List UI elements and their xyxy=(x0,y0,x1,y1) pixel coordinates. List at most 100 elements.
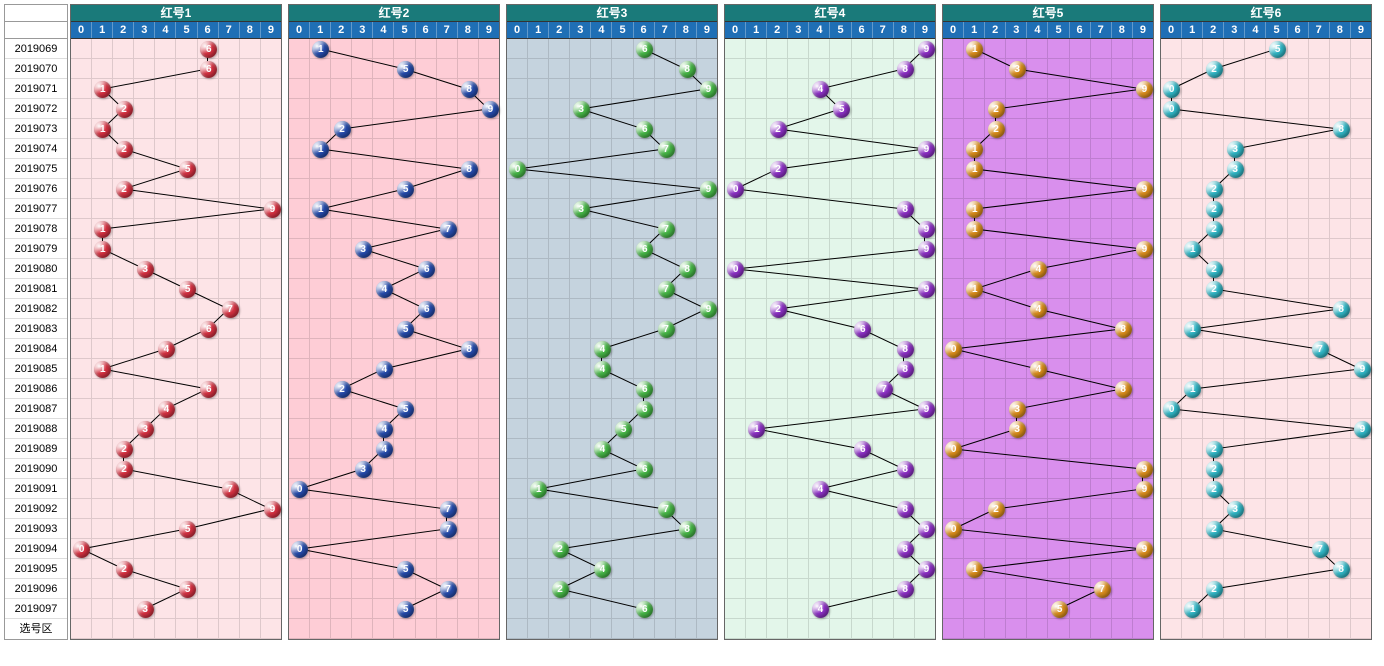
period-label: 2019080 xyxy=(5,259,67,279)
period-label: 2019069 xyxy=(5,39,67,59)
trend-lines xyxy=(289,39,499,639)
panel: 红号40123456789984529208990926887916848989… xyxy=(724,4,936,640)
header-cell: 6 xyxy=(416,22,437,38)
panel-title: 红号2 xyxy=(289,5,499,22)
trend-lines xyxy=(71,39,281,639)
period-label: 2019071 xyxy=(5,79,67,99)
header-cell: 1 xyxy=(92,22,113,38)
panel: 红号60123456789520083322212281791092223278… xyxy=(1160,4,1372,640)
header-cell: 0 xyxy=(1161,22,1182,38)
header-cell: 6 xyxy=(1070,22,1091,38)
trend-lines xyxy=(943,39,1153,639)
trend-lines xyxy=(507,39,717,639)
grid-area: 98452920899092688791684898984 xyxy=(725,39,935,639)
chart-root: 2019069201907020190712019072201907320190… xyxy=(4,4,1380,640)
header-cell: 6 xyxy=(634,22,655,38)
trend-lines xyxy=(1161,39,1371,639)
trend-lines xyxy=(725,39,935,639)
header-cell: 9 xyxy=(1133,22,1153,38)
period-label: 2019095 xyxy=(5,559,67,579)
header-cell: 7 xyxy=(873,22,894,38)
period-label: 2019097 xyxy=(5,599,67,619)
header-cell: 5 xyxy=(1266,22,1287,38)
period-header-spacer xyxy=(5,22,67,39)
header-cell: 7 xyxy=(219,22,240,38)
period-label: 2019093 xyxy=(5,519,67,539)
grid-area: 68936709376879744665461782426 xyxy=(507,39,717,639)
period-label: 2019079 xyxy=(5,239,67,259)
header-cell: 4 xyxy=(591,22,612,38)
header-cell: 6 xyxy=(1288,22,1309,38)
panel-title: 红号3 xyxy=(507,5,717,22)
period-label: 2019083 xyxy=(5,319,67,339)
period-label: 2019096 xyxy=(5,579,67,599)
header-cell: 8 xyxy=(676,22,697,38)
header-cell: 5 xyxy=(1048,22,1069,38)
period-label: 2019082 xyxy=(5,299,67,319)
header-cell: 5 xyxy=(830,22,851,38)
header-cell: 9 xyxy=(1351,22,1371,38)
header-cell: 4 xyxy=(155,22,176,38)
panel-header: 0123456789 xyxy=(71,22,281,39)
period-label: 2019094 xyxy=(5,539,67,559)
period-column: 2019069201907020190712019072201907320190… xyxy=(4,4,68,640)
header-cell: 2 xyxy=(331,22,352,38)
header-cell: 0 xyxy=(725,22,746,38)
period-label: 2019077 xyxy=(5,199,67,219)
period-title-spacer xyxy=(5,5,67,22)
header-cell: 4 xyxy=(1027,22,1048,38)
period-label: 2019084 xyxy=(5,339,67,359)
header-cell: 1 xyxy=(1182,22,1203,38)
period-label: 2019087 xyxy=(5,399,67,419)
header-cell: 8 xyxy=(240,22,261,38)
header-cell: 4 xyxy=(373,22,394,38)
header-cell: 5 xyxy=(394,22,415,38)
header-cell: 1 xyxy=(528,22,549,38)
footer-label: 选号区 xyxy=(5,619,67,639)
header-cell: 8 xyxy=(1330,22,1351,38)
panel-header: 0123456789 xyxy=(725,22,935,39)
grid-area: 66121252911357641643227950253 xyxy=(71,39,281,639)
period-label: 2019085 xyxy=(5,359,67,379)
header-cell: 3 xyxy=(1224,22,1245,38)
header-cell: 6 xyxy=(852,22,873,38)
header-cell: 3 xyxy=(788,22,809,38)
panels-container: 红号10123456789661212529113576416432279502… xyxy=(70,4,1372,640)
period-label: 2019075 xyxy=(5,159,67,179)
header-cell: 2 xyxy=(113,22,134,38)
header-cell: 5 xyxy=(612,22,633,38)
header-cell: 6 xyxy=(198,22,219,38)
header-cell: 9 xyxy=(479,22,499,38)
header-cell: 2 xyxy=(1203,22,1224,38)
grid-area: 15892185173646584254430770575 xyxy=(289,39,499,639)
panel: 红号50123456789139221191194148048330992091… xyxy=(942,4,1154,640)
period-label: 2019092 xyxy=(5,499,67,519)
header-cell: 5 xyxy=(176,22,197,38)
header-cell: 2 xyxy=(767,22,788,38)
header-cell: 4 xyxy=(1245,22,1266,38)
panel-title: 红号5 xyxy=(943,5,1153,22)
panel-header: 0123456789 xyxy=(1161,22,1371,39)
header-cell: 3 xyxy=(570,22,591,38)
grid-area: 52008332221228179109222327821 xyxy=(1161,39,1371,639)
header-cell: 0 xyxy=(943,22,964,38)
header-cell: 8 xyxy=(1112,22,1133,38)
header-cell: 1 xyxy=(310,22,331,38)
period-label: 2019072 xyxy=(5,99,67,119)
period-label: 2019074 xyxy=(5,139,67,159)
header-cell: 4 xyxy=(809,22,830,38)
header-cell: 7 xyxy=(1091,22,1112,38)
panel-title: 红号6 xyxy=(1161,5,1371,22)
period-label: 2019073 xyxy=(5,119,67,139)
period-label: 2019091 xyxy=(5,479,67,499)
grid-area: 13922119119414804833099209175 xyxy=(943,39,1153,639)
panel: 红号30123456789689367093768797446654617824… xyxy=(506,4,718,640)
header-cell: 7 xyxy=(1309,22,1330,38)
header-cell: 9 xyxy=(915,22,935,38)
period-label: 2019081 xyxy=(5,279,67,299)
header-cell: 2 xyxy=(549,22,570,38)
period-label: 2019070 xyxy=(5,59,67,79)
header-cell: 7 xyxy=(437,22,458,38)
panel-header: 0123456789 xyxy=(943,22,1153,39)
panel-title: 红号4 xyxy=(725,5,935,22)
